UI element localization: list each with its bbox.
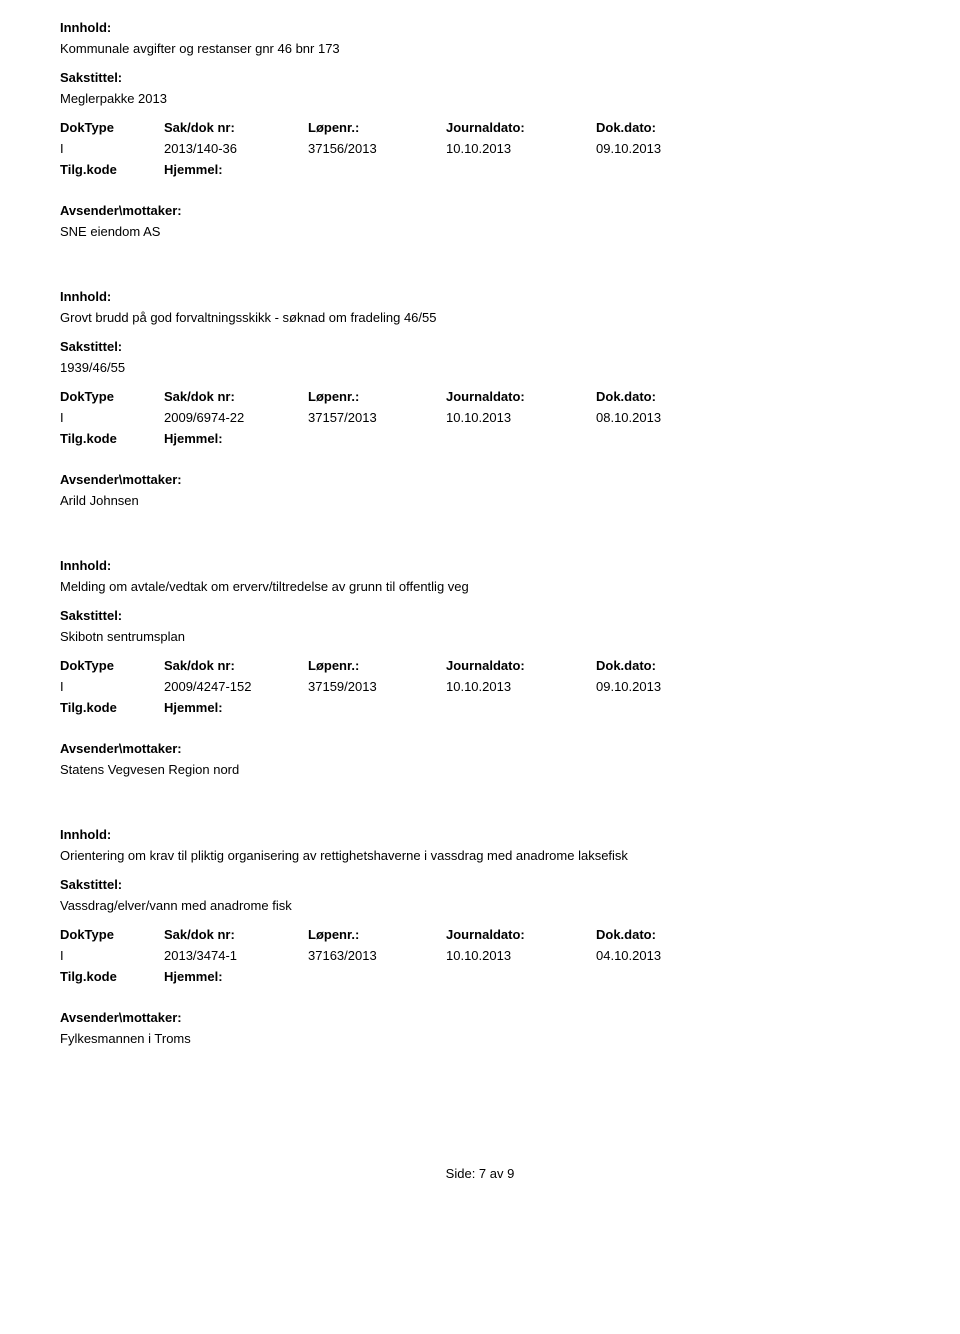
hjemmel-label: Hjemmel: <box>164 431 243 446</box>
col-lopenr: Løpenr.: <box>308 389 446 404</box>
table-header-row: DokType Sak/dok nr: Løpenr.: Journaldato… <box>60 120 900 135</box>
col-sakdok: Sak/dok nr: <box>164 389 308 404</box>
col-dokdato: Dok.dato: <box>596 120 736 135</box>
cell-sakdok: 2013/140-36 <box>164 141 308 156</box>
journal-entry: Innhold: Kommunale avgifter og restanser… <box>60 20 900 239</box>
innhold-value: Kommunale avgifter og restanser gnr 46 b… <box>60 41 900 56</box>
sakstittel-label: Sakstittel: <box>60 70 900 85</box>
cell-doktype: I <box>60 141 164 156</box>
sakstittel-value: Vassdrag/elver/vann med anadrome fisk <box>60 898 900 913</box>
cell-lopenr: 37157/2013 <box>308 410 446 425</box>
tilgkode-row: Tilg.kode Hjemmel: <box>60 431 900 446</box>
innhold-value: Melding om avtale/vedtak om erverv/tiltr… <box>60 579 900 594</box>
avsender-value: SNE eiendom AS <box>60 224 900 239</box>
avsender-value: Arild Johnsen <box>60 493 900 508</box>
table-row: I 2009/6974-22 37157/2013 10.10.2013 08.… <box>60 410 900 425</box>
avsender-label: Avsender\mottaker: <box>60 472 900 487</box>
hjemmel-label: Hjemmel: <box>164 969 243 984</box>
cell-journaldato: 10.10.2013 <box>446 679 596 694</box>
col-journaldato: Journaldato: <box>446 658 596 673</box>
col-doktype: DokType <box>60 120 164 135</box>
col-journaldato: Journaldato: <box>446 389 596 404</box>
journal-entry: Innhold: Grovt brudd på god forvaltnings… <box>60 289 900 508</box>
tilgkode-label: Tilg.kode <box>60 700 164 715</box>
cell-journaldato: 10.10.2013 <box>446 948 596 963</box>
col-journaldato: Journaldato: <box>446 120 596 135</box>
table-row: I 2013/3474-1 37163/2013 10.10.2013 04.1… <box>60 948 900 963</box>
table-header-row: DokType Sak/dok nr: Løpenr.: Journaldato… <box>60 389 900 404</box>
innhold-label: Innhold: <box>60 20 900 35</box>
journal-entry: Innhold: Orientering om krav til pliktig… <box>60 827 900 1046</box>
page-container: Innhold: Kommunale avgifter og restanser… <box>0 0 960 1221</box>
tilgkode-row: Tilg.kode Hjemmel: <box>60 700 900 715</box>
col-sakdok: Sak/dok nr: <box>164 120 308 135</box>
sakstittel-value: Meglerpakke 2013 <box>60 91 900 106</box>
cell-sakdok: 2013/3474-1 <box>164 948 308 963</box>
tilgkode-label: Tilg.kode <box>60 969 164 984</box>
avsender-value: Statens Vegvesen Region nord <box>60 762 900 777</box>
sakstittel-value: Skibotn sentrumsplan <box>60 629 900 644</box>
cell-sakdok: 2009/6974-22 <box>164 410 308 425</box>
col-dokdato: Dok.dato: <box>596 389 736 404</box>
sakstittel-label: Sakstittel: <box>60 339 900 354</box>
journal-entry: Innhold: Melding om avtale/vedtak om erv… <box>60 558 900 777</box>
table-header-row: DokType Sak/dok nr: Løpenr.: Journaldato… <box>60 927 900 942</box>
col-journaldato: Journaldato: <box>446 927 596 942</box>
col-doktype: DokType <box>60 927 164 942</box>
cell-lopenr: 37159/2013 <box>308 679 446 694</box>
col-doktype: DokType <box>60 658 164 673</box>
cell-sakdok: 2009/4247-152 <box>164 679 308 694</box>
table-header-row: DokType Sak/dok nr: Løpenr.: Journaldato… <box>60 658 900 673</box>
col-lopenr: Løpenr.: <box>308 927 446 942</box>
tilgkode-label: Tilg.kode <box>60 162 164 177</box>
col-sakdok: Sak/dok nr: <box>164 927 308 942</box>
tilgkode-row: Tilg.kode Hjemmel: <box>60 162 900 177</box>
cell-journaldato: 10.10.2013 <box>446 141 596 156</box>
cell-doktype: I <box>60 679 164 694</box>
avsender-label: Avsender\mottaker: <box>60 203 900 218</box>
innhold-label: Innhold: <box>60 558 900 573</box>
cell-dokdato: 09.10.2013 <box>596 679 736 694</box>
col-sakdok: Sak/dok nr: <box>164 658 308 673</box>
col-doktype: DokType <box>60 389 164 404</box>
cell-dokdato: 09.10.2013 <box>596 141 736 156</box>
innhold-value: Grovt brudd på god forvaltningsskikk - s… <box>60 310 900 325</box>
table-row: I 2013/140-36 37156/2013 10.10.2013 09.1… <box>60 141 900 156</box>
innhold-label: Innhold: <box>60 289 900 304</box>
tilgkode-label: Tilg.kode <box>60 431 164 446</box>
cell-dokdato: 04.10.2013 <box>596 948 736 963</box>
innhold-value: Orientering om krav til pliktig organise… <box>60 848 900 863</box>
hjemmel-label: Hjemmel: <box>164 162 243 177</box>
sakstittel-label: Sakstittel: <box>60 877 900 892</box>
col-dokdato: Dok.dato: <box>596 658 736 673</box>
avsender-label: Avsender\mottaker: <box>60 741 900 756</box>
cell-lopenr: 37163/2013 <box>308 948 446 963</box>
page-footer: Side: 7 av 9 <box>60 1166 900 1181</box>
col-dokdato: Dok.dato: <box>596 927 736 942</box>
hjemmel-label: Hjemmel: <box>164 700 243 715</box>
cell-journaldato: 10.10.2013 <box>446 410 596 425</box>
cell-lopenr: 37156/2013 <box>308 141 446 156</box>
avsender-label: Avsender\mottaker: <box>60 1010 900 1025</box>
cell-doktype: I <box>60 948 164 963</box>
tilgkode-row: Tilg.kode Hjemmel: <box>60 969 900 984</box>
sakstittel-value: 1939/46/55 <box>60 360 900 375</box>
cell-dokdato: 08.10.2013 <box>596 410 736 425</box>
table-row: I 2009/4247-152 37159/2013 10.10.2013 09… <box>60 679 900 694</box>
col-lopenr: Løpenr.: <box>308 120 446 135</box>
col-lopenr: Løpenr.: <box>308 658 446 673</box>
innhold-label: Innhold: <box>60 827 900 842</box>
avsender-value: Fylkesmannen i Troms <box>60 1031 900 1046</box>
sakstittel-label: Sakstittel: <box>60 608 900 623</box>
cell-doktype: I <box>60 410 164 425</box>
